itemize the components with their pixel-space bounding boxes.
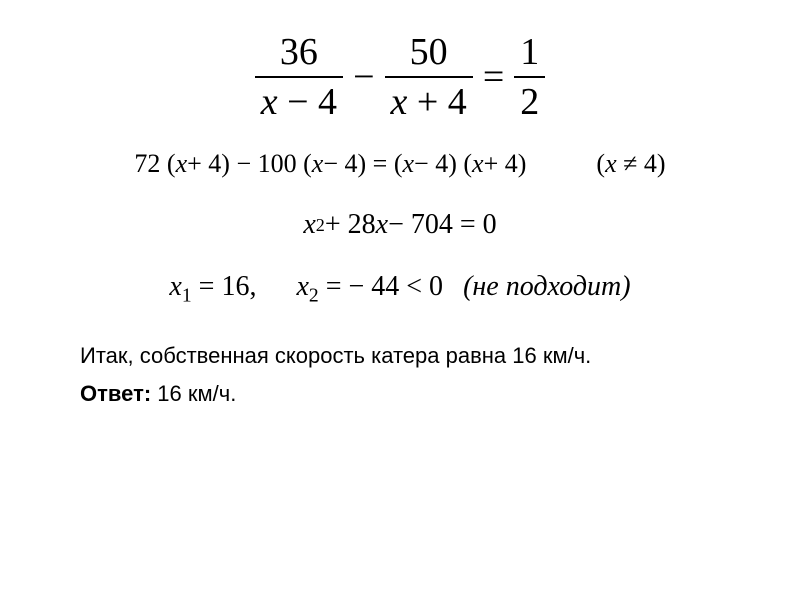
- frac3-numerator: 1: [514, 30, 545, 76]
- fraction-1: 36 x − 4: [255, 30, 343, 124]
- equation-quadratic: x2 + 28 x − 704 = 0: [50, 209, 750, 241]
- equation-expanded: 72 (x + 4) − 100 (x − 4) = (x − 4) (x + …: [50, 149, 750, 179]
- equals-op: =: [483, 55, 504, 99]
- condition: (x ≠ 4): [596, 149, 665, 179]
- answer-line: Ответ: 16 км/ч.: [80, 381, 750, 407]
- frac1-numerator: 36: [274, 30, 324, 76]
- frac1-denominator: x − 4: [255, 76, 343, 124]
- frac2-denominator: x + 4: [385, 76, 473, 124]
- root-comment: (не подходит): [463, 271, 631, 303]
- frac2-numerator: 50: [404, 30, 454, 76]
- frac3-denominator: 2: [514, 76, 545, 124]
- answer-label: Ответ:: [80, 381, 151, 406]
- fraction-3: 1 2: [514, 30, 545, 124]
- root-1: x1 = 16,: [169, 271, 256, 303]
- fraction-2: 50 x + 4: [385, 30, 473, 124]
- equation-roots: x1 = 16, x2 = − 44 < 0 (не подходит): [50, 271, 750, 303]
- root-2: x2 = − 44 < 0: [296, 271, 443, 303]
- answer-value: 16 км/ч.: [151, 381, 236, 406]
- minus-op: −: [353, 55, 374, 99]
- conclusion-text: Итак, собственная скорость катера равна …: [80, 343, 750, 369]
- equation-main: 36 x − 4 − 50 x + 4 = 1 2: [50, 30, 750, 124]
